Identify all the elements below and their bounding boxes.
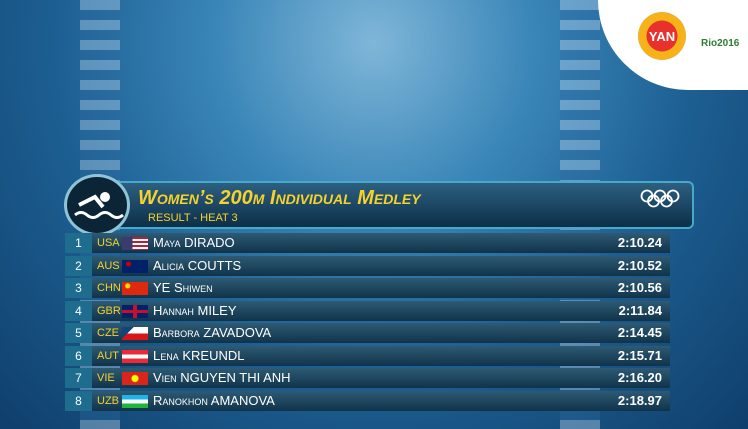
rank: 5: [65, 323, 92, 343]
header-bar: Women’s 200m Individual Medley Result - …: [88, 181, 694, 229]
country-code: AUT: [97, 349, 119, 362]
time: 2:10.52: [617, 257, 662, 273]
athlete-name: YE Shiwen: [153, 280, 213, 295]
channel-logo: YAN: [638, 12, 686, 60]
rank: 6: [65, 345, 92, 366]
athlete-name: Vien NGUYEN THI ANH: [153, 370, 291, 385]
country-code: GBR: [97, 304, 121, 317]
flag: [122, 394, 148, 408]
result-row: 5 CZE Barbora ZAVADOVA 2:14.45: [65, 323, 670, 343]
country-code: USA: [97, 237, 120, 249]
flag: [122, 372, 148, 385]
result-row: 7 VIE Vien NGUYEN THI ANH 2:16.20: [65, 368, 670, 388]
result-row: 6 AUT Lena KREUNDL 2:15.71: [65, 345, 670, 366]
rank: 8: [65, 390, 92, 411]
time: 2:14.45: [617, 325, 662, 340]
country-code: VIE: [97, 372, 115, 384]
result-row: 4 GBR Hannah MILEY 2:11.84: [65, 300, 670, 321]
rank: 4: [65, 300, 92, 321]
athlete-name: Maya DIRADO: [153, 235, 235, 250]
event-subtitle: Result - Heat 3: [148, 212, 238, 224]
flag: [122, 282, 148, 295]
time: 2:16.20: [617, 370, 662, 385]
time: 2:18.97: [617, 392, 662, 408]
flag: [122, 327, 148, 340]
country-code: CZE: [97, 327, 119, 339]
flag: [122, 237, 148, 250]
flag: [122, 304, 148, 318]
result-row: 1 USA Maya DIRADO 2:10.24: [65, 233, 670, 253]
rank: 2: [65, 255, 92, 276]
result-row: 8 UZB Ranokhon AMANOVA 2:18.97: [65, 390, 670, 411]
games-logo: Rio2016: [701, 38, 740, 49]
result-row: 2 AUS Alicia COUTTS 2:10.52: [65, 255, 670, 276]
athlete-name: Alicia COUTTS: [153, 257, 242, 273]
rank: 3: [65, 278, 92, 298]
rank: 7: [65, 368, 92, 388]
athlete-name: Ranokhon AMANOVA: [153, 392, 275, 408]
results-table: 1 USA Maya DIRADO 2:10.24 2 AUS Alicia COUTTS 2…: [65, 233, 670, 413]
time: 2:11.84: [618, 302, 662, 318]
time: 2:10.24: [617, 235, 662, 250]
result-row: 3 CHN YE Shiwen 2:10.56: [65, 278, 670, 298]
event-title: Women’s 200m Individual Medley: [138, 187, 421, 209]
rank: 1: [65, 233, 92, 253]
time: 2:10.56: [617, 280, 662, 295]
flag: [122, 349, 148, 363]
athlete-name: Lena KREUNDL: [153, 347, 245, 363]
logo-area: YAN Rio2016: [598, 0, 748, 90]
olympic-rings: [640, 189, 680, 208]
country-code: AUS: [97, 259, 120, 272]
swimming-icon: [64, 174, 130, 236]
country-code: UZB: [97, 394, 119, 407]
athlete-name: Hannah MILEY: [153, 302, 237, 318]
athlete-name: Barbora ZAVADOVA: [153, 325, 272, 340]
country-code: CHN: [97, 282, 121, 294]
time: 2:15.71: [617, 347, 662, 363]
flag: [122, 259, 148, 273]
